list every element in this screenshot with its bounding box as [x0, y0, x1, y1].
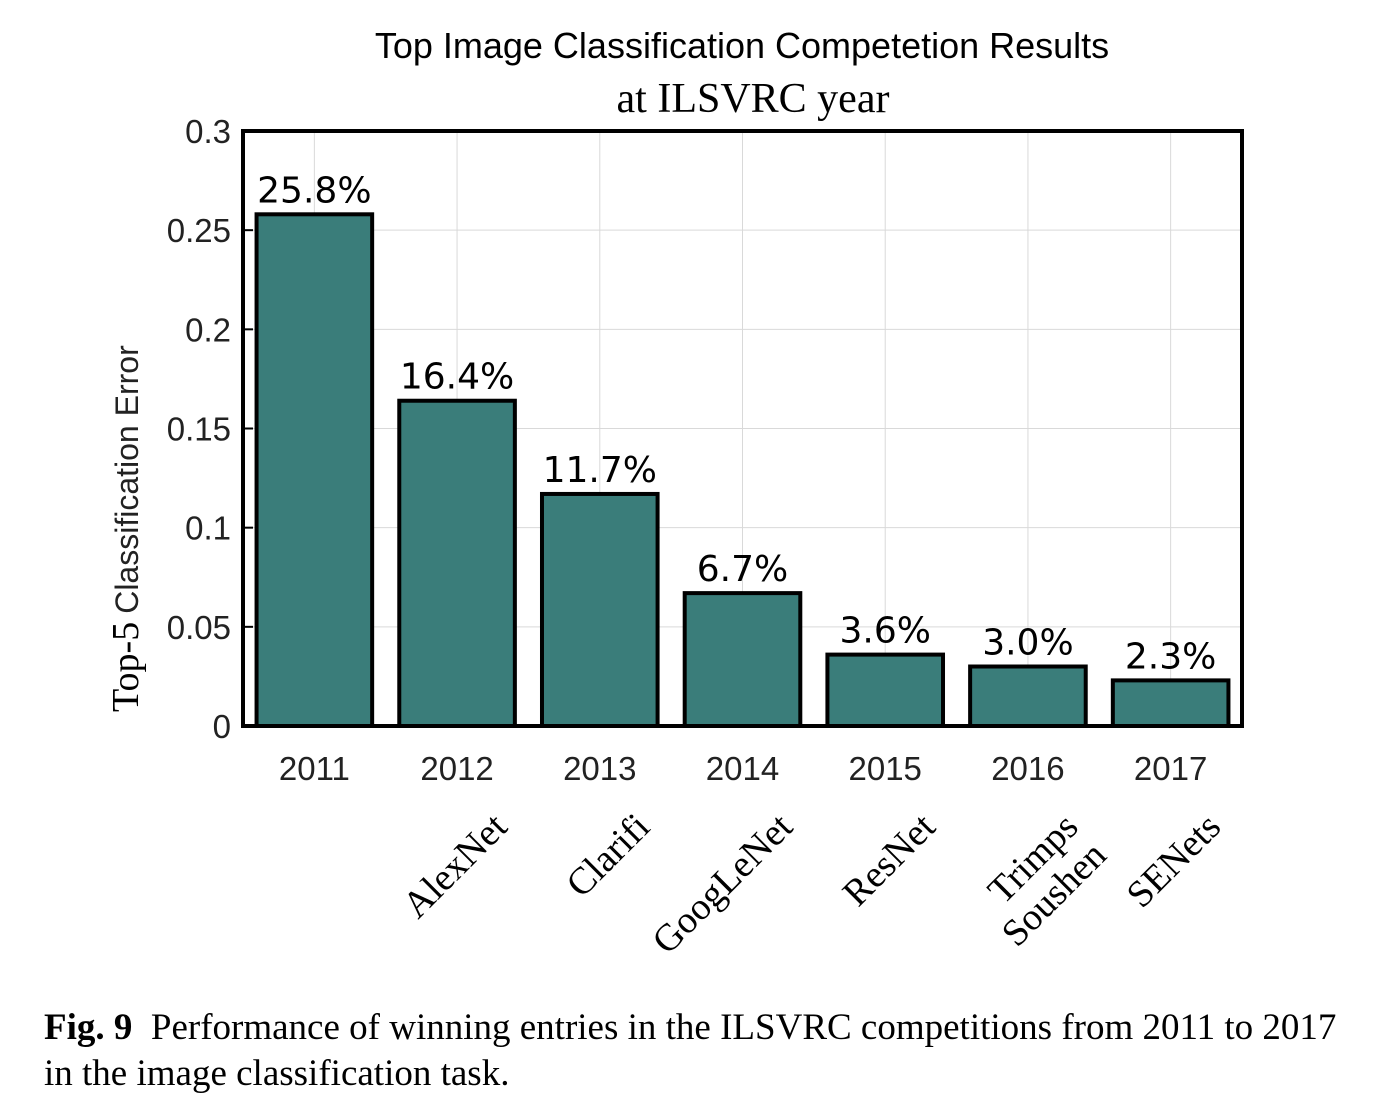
x-tick-label: 2013	[563, 750, 636, 787]
bars	[254, 212, 1231, 729]
bar-2012	[397, 398, 517, 728]
data-label: 6.7%	[697, 549, 788, 590]
y-tick-label: 0	[213, 708, 231, 745]
x-ticks: 2011 2012 2013 2014 2015 2016 2017	[279, 750, 1207, 787]
bar-2014	[682, 591, 803, 728]
y-tick-label: 0.2	[185, 311, 231, 348]
y-axis-label-rest: Classification Error	[109, 345, 145, 614]
x-tick-label: 2016	[991, 750, 1064, 787]
winner-name: SENets	[1119, 806, 1229, 916]
figure-caption: Fig. 9 Performance of winning entries in…	[44, 1005, 1344, 1097]
y-tick-label: 0.1	[185, 510, 231, 547]
x-tick-label: 2012	[420, 750, 493, 787]
bar-2013	[539, 491, 660, 729]
y-axis-label-prefix: Top-5	[105, 622, 147, 712]
data-labels: 25.8% 16.4% 11.7% 6.7% 3.6% 3.0% 2.3%	[257, 170, 1216, 677]
winner-name-line: Clarifi	[558, 806, 658, 906]
bar-chart: Top Image Classification Competetion Res…	[105, 25, 1244, 962]
winner-name: GoogLeNet	[644, 805, 801, 962]
data-label: 16.4%	[400, 357, 514, 398]
data-label: 3.0%	[982, 623, 1073, 664]
bar-2016	[968, 664, 1088, 728]
winner-name-line: AlexNet	[395, 805, 516, 926]
y-tick-label: 0.3	[185, 113, 231, 150]
winner-name: ResNet	[835, 805, 944, 914]
y-tick-label: 0.15	[167, 411, 231, 448]
chart-subtitle: at ILSVRC year	[617, 76, 890, 122]
x-tick-label: 2015	[849, 750, 922, 787]
caption-label: Fig. 9	[44, 1007, 133, 1048]
data-label: 11.7%	[543, 450, 657, 491]
winner-name-line: ResNet	[835, 805, 944, 914]
chart-title: Top Image Classification Competetion Res…	[375, 25, 1109, 66]
bar-2017	[1110, 678, 1231, 729]
data-label: 2.3%	[1125, 636, 1216, 677]
winner-name-line: SENets	[1119, 806, 1229, 916]
x-tick-label: 2011	[279, 750, 350, 787]
bar-2011	[254, 212, 375, 729]
y-ticks: 0 0.05 0.1 0.15 0.2 0.25 0.3	[167, 113, 253, 745]
data-label: 3.6%	[839, 611, 930, 652]
x-tick-label: 2017	[1134, 750, 1207, 787]
x-tick-label: 2014	[706, 750, 779, 787]
y-axis-label: Top-5 Classification Error	[105, 345, 147, 712]
y-tick-label: 0.25	[167, 212, 231, 249]
data-label: 25.8%	[257, 170, 371, 211]
winner-name: Clarifi	[558, 806, 658, 906]
bar-2015	[825, 652, 946, 728]
y-tick-label: 0.05	[167, 609, 231, 646]
caption-text: Performance of winning entries in the IL…	[44, 1007, 1337, 1094]
winner-name-line: GoogLeNet	[644, 805, 801, 962]
winner-name: AlexNet	[395, 805, 516, 926]
